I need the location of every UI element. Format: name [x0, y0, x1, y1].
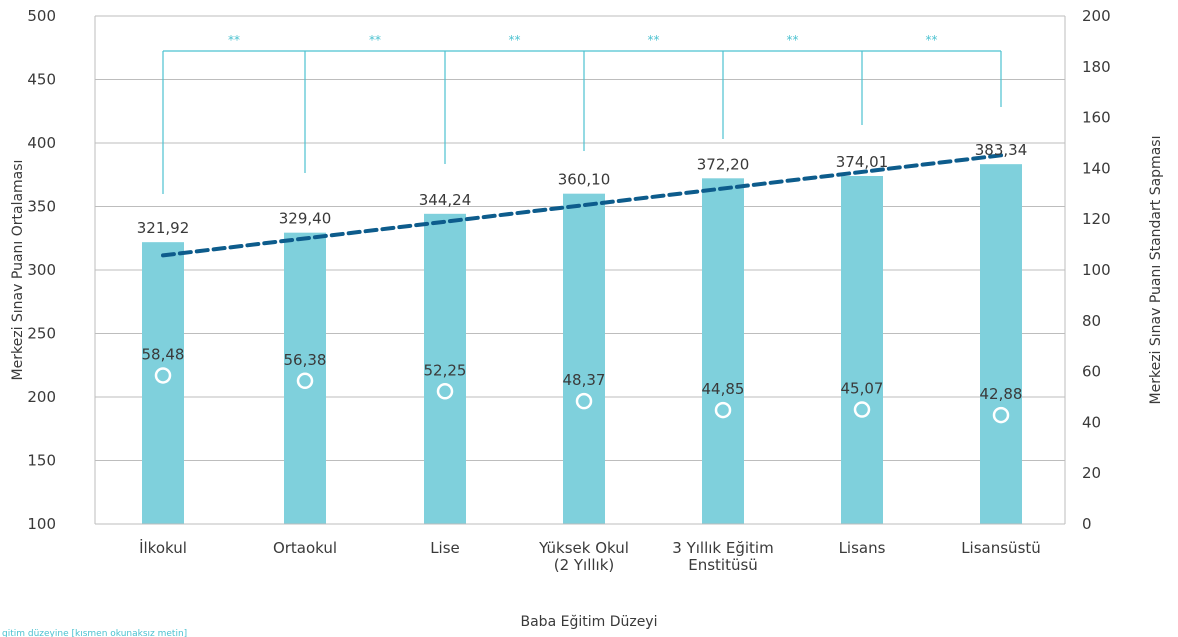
- sd-point: [575, 392, 593, 410]
- x-tick-label: (2 Yıllık): [554, 556, 615, 574]
- bar: [841, 176, 883, 524]
- x-axis-title: Baba Eğitim Düzeyi: [521, 614, 658, 630]
- bar-value-label: 344,24: [419, 191, 472, 209]
- sd-point: [853, 401, 871, 418]
- y-tick-label: 250: [27, 325, 56, 343]
- y2-tick-label: 160: [1082, 109, 1111, 127]
- y2-tick-label: 200: [1082, 7, 1111, 25]
- y2-tick-label: 40: [1082, 413, 1101, 431]
- bar-value-label: 383,34: [975, 141, 1028, 159]
- sd-value-label: 56,38: [284, 351, 327, 369]
- y2-tick-label: 140: [1082, 159, 1111, 177]
- x-tick-label: Yüksek Okul: [538, 539, 629, 557]
- bar-value-label: 360,10: [558, 171, 611, 189]
- y-tick-label: 450: [27, 71, 56, 89]
- y2-tick-label: 0: [1082, 515, 1092, 533]
- bar-value-label: 329,40: [279, 210, 332, 228]
- bar: [980, 164, 1022, 524]
- significance-marker: **: [369, 33, 381, 47]
- bar: [702, 178, 744, 524]
- sd-point: [296, 372, 314, 390]
- y2-tick-label: 100: [1082, 261, 1111, 279]
- x-tick-label: Lise: [430, 539, 460, 557]
- sd-value-label: 58,48: [142, 345, 185, 363]
- bar-value-label: 372,20: [697, 155, 750, 173]
- x-tick-label: Ortaokul: [273, 539, 337, 557]
- sd-value-label: 48,37: [563, 371, 606, 389]
- bar: [563, 193, 605, 524]
- y2-tick-label: 20: [1082, 464, 1101, 482]
- y-tick-label: 350: [27, 198, 56, 216]
- bar-value-label: 374,01: [836, 153, 889, 171]
- y2-axis-title: Merkezi Sınav Puanı Standart Sapması: [1148, 136, 1164, 405]
- sd-value-label: 42,88: [980, 385, 1023, 403]
- y-tick-label: 400: [27, 134, 56, 152]
- y2-tick-label: 120: [1082, 210, 1111, 228]
- sd-value-label: 52,25: [424, 361, 467, 379]
- y-tick-label: 100: [27, 515, 56, 533]
- sd-point: [992, 406, 1010, 424]
- x-tick-label: 3 Yıllık Eğitim: [672, 539, 773, 557]
- x-tick-label: Enstitüsü: [688, 556, 758, 574]
- sd-value-label: 44,85: [702, 380, 745, 398]
- significance-marker: **: [926, 33, 938, 47]
- y-axis-title: Merkezi Sınav Puanı Ortalaması: [10, 160, 26, 381]
- sd-point: [436, 383, 454, 400]
- y-tick-label: 200: [27, 388, 56, 406]
- axes: 100 150 200 250 300 350 400 450 500 0 20 40 60 80 100 1…: [27, 7, 1110, 574]
- significance-brackets: ** ** ** ** ** **: [162, 33, 1002, 194]
- y2-tick-label: 60: [1082, 363, 1101, 381]
- significance-marker: **: [509, 33, 521, 47]
- significance-marker: **: [648, 33, 660, 47]
- trend-line: [161, 153, 1005, 258]
- x-tick-label: İlkokul: [139, 538, 187, 557]
- footnote: gitim düzeyine [kısmen okunaksız metin]: [2, 629, 187, 637]
- sd-points: [154, 367, 1010, 424]
- y2-tick-label: 80: [1082, 312, 1101, 330]
- y-tick-label: 300: [27, 261, 56, 279]
- data-labels: 321,92 329,40 344,24 360,10 372,20 374,01 383,…: [137, 141, 1028, 403]
- x-tick-label: Lisansüstü: [961, 539, 1041, 557]
- bars: [142, 164, 1022, 525]
- bar-value-label: 321,92: [137, 219, 190, 237]
- trend-line-segment: [161, 153, 1005, 258]
- y-tick-label: 150: [27, 452, 56, 470]
- significance-marker: **: [228, 33, 240, 47]
- sd-point: [154, 367, 172, 384]
- sd-value-label: 45,07: [841, 380, 884, 398]
- y2-tick-label: 180: [1082, 58, 1111, 76]
- y-tick-label: 500: [27, 7, 56, 25]
- bar: [424, 213, 466, 525]
- significance-marker: **: [787, 33, 799, 47]
- x-tick-label: Lisans: [839, 539, 886, 557]
- sd-point: [714, 401, 732, 419]
